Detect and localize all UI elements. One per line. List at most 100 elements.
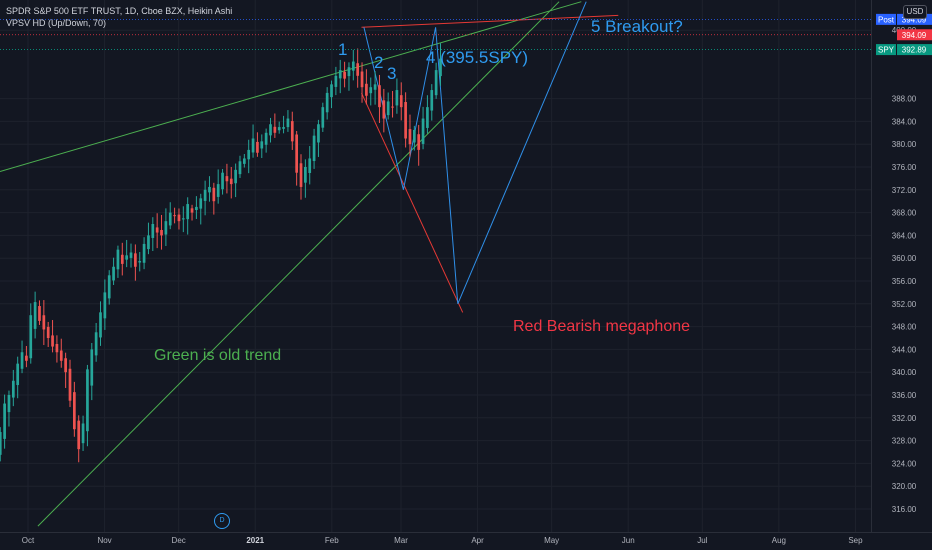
candle <box>107 270 111 305</box>
candle <box>260 134 264 159</box>
candle-body <box>225 176 229 182</box>
candle <box>417 124 421 166</box>
price-tag-label: SPY <box>878 46 895 55</box>
candle-body <box>421 118 425 144</box>
candle <box>216 169 220 204</box>
candle-body <box>399 95 403 108</box>
candle <box>16 356 20 399</box>
candle <box>295 130 299 186</box>
price-tag-value-bg <box>897 13 932 25</box>
candle <box>264 128 268 153</box>
candle <box>42 300 46 346</box>
candle-body <box>290 121 294 142</box>
candle <box>186 197 190 235</box>
candle <box>11 369 15 407</box>
candle <box>269 117 272 143</box>
price-tags: Post 394.09 394.09 SPY 392.89 <box>876 13 932 56</box>
candle-body <box>134 253 137 267</box>
y-tick-label: 348.00 <box>892 323 917 332</box>
candle <box>138 251 142 272</box>
candle <box>199 193 203 225</box>
candle <box>299 154 303 200</box>
price-tag: SPY 392.89 <box>876 44 932 56</box>
candle <box>203 180 207 216</box>
candle <box>25 345 28 368</box>
candle-body <box>343 71 346 79</box>
candle-body <box>242 158 246 164</box>
trendline-old-trend-lower <box>37 1 560 527</box>
candle-body <box>412 129 416 143</box>
candle-body <box>408 129 412 145</box>
y-tick-label: 320.00 <box>892 482 917 491</box>
y-tick-label: 372.00 <box>892 186 917 195</box>
candle-body <box>417 134 421 150</box>
candle <box>7 390 11 427</box>
y-tick-label: 340.00 <box>892 368 917 377</box>
time-axis: Oct Nov Dec 2021 Feb Mar Apr May Jun Jul Aug Sep <box>22 536 863 545</box>
candle-body <box>33 302 37 329</box>
trendline-megaphone-lower <box>361 92 464 313</box>
candle-body <box>229 178 233 185</box>
candle-body <box>55 343 59 353</box>
candle <box>312 128 316 169</box>
candle-body <box>251 138 255 153</box>
x-tick-label: Dec <box>172 536 186 545</box>
candle-body <box>430 90 434 111</box>
candle <box>129 243 133 268</box>
candle <box>369 77 373 106</box>
y-tick-label: 336.00 <box>892 391 917 400</box>
candle <box>72 381 76 437</box>
candle-body <box>426 107 429 128</box>
candle-body <box>181 218 185 220</box>
candle <box>242 154 246 168</box>
candle <box>51 320 54 353</box>
candle <box>164 208 168 246</box>
candle-body <box>151 224 155 238</box>
candle-body <box>208 186 211 193</box>
candle-body <box>234 169 237 184</box>
candle <box>334 66 338 96</box>
y-tick-label: 364.00 <box>892 231 917 240</box>
y-tick-label: 332.00 <box>892 414 917 423</box>
x-tick-label: Jul <box>697 536 707 545</box>
candle-body <box>90 349 94 386</box>
candle-body <box>203 189 207 201</box>
y-tick-label: 316.00 <box>892 505 917 514</box>
candle <box>155 213 159 249</box>
candle-body <box>382 100 386 119</box>
candle-body <box>260 141 264 149</box>
price-tag-label-bg <box>876 13 896 25</box>
candle-body <box>120 254 124 264</box>
trendline-old-trend-upper <box>0 1 582 172</box>
candle <box>282 115 285 134</box>
candle <box>173 207 176 224</box>
candle <box>168 202 172 230</box>
candle <box>421 106 425 150</box>
candle <box>38 300 41 325</box>
candle <box>343 61 346 88</box>
y-tick-label: 384.00 <box>892 117 917 126</box>
candle-body <box>142 243 146 263</box>
candle-body <box>29 315 33 359</box>
price-tag: 394.09 <box>897 29 932 41</box>
candle-body <box>273 126 277 133</box>
candle-body <box>164 221 168 235</box>
trendline-layer <box>0 1 619 527</box>
dividend-marker[interactable]: D <box>214 513 230 529</box>
candle-body <box>312 135 316 162</box>
candle <box>190 204 194 221</box>
wave-5-label: 5 Breakout? <box>591 17 683 36</box>
candle-body <box>286 118 290 128</box>
candle <box>147 222 150 255</box>
legend-indicator[interactable]: VPSV HD (Up/Down, 70) <box>6 18 107 28</box>
y-tick-label: 388.00 <box>892 95 917 104</box>
candle <box>212 182 216 215</box>
old-trend-note: Green is old trend <box>154 347 282 364</box>
x-tick-label: 2021 <box>246 536 264 545</box>
candle <box>286 110 290 132</box>
candle <box>325 87 329 120</box>
currency-button[interactable]: USD <box>903 5 927 19</box>
candle <box>112 257 115 285</box>
